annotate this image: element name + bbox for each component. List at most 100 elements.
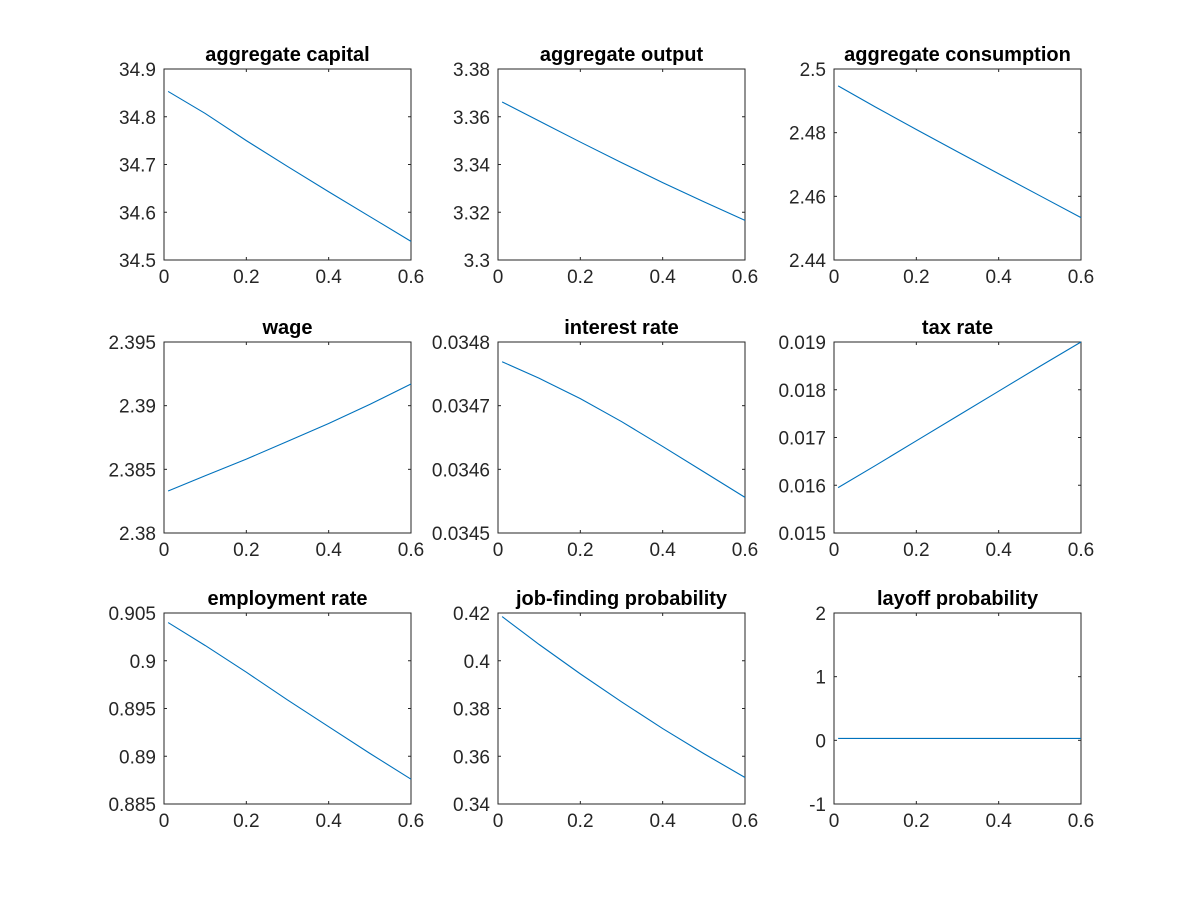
data-line xyxy=(167,383,412,492)
y-tick-label: 0.015 xyxy=(778,524,826,545)
x-tick-label: 0.6 xyxy=(732,267,758,288)
y-tick-label: 34.9 xyxy=(119,60,156,81)
axes-frame xyxy=(833,612,1082,805)
y-tick-label: 0 xyxy=(815,731,826,752)
y-tick-label: 3.38 xyxy=(453,60,490,81)
subplot-5: interest rate 0 0.2 0.4 0.6 0.0345 0.0346 0.034… xyxy=(432,317,758,561)
y-tick-label: 2.5 xyxy=(800,60,826,81)
subplot-8: job-finding probability 0 0.2 0.4 0.6 0.34 0.3… xyxy=(453,588,758,832)
panel-title: layoff probability xyxy=(877,588,1039,610)
y-tick-label: 0.0347 xyxy=(432,397,490,418)
y-tick-label: 34.8 xyxy=(119,108,156,129)
x-tick-label: 0.4 xyxy=(649,540,676,561)
data-line xyxy=(837,85,1082,219)
x-tick-label: 0.4 xyxy=(315,540,342,561)
data-line xyxy=(501,101,746,221)
axes-frame xyxy=(163,68,412,261)
x-tick-label: 0.6 xyxy=(1068,540,1094,561)
y-tick-label: 0.018 xyxy=(778,381,826,402)
y-tick-label: 0.9 xyxy=(130,652,156,673)
y-tick-label: 0.885 xyxy=(108,795,156,816)
panel-title: aggregate capital xyxy=(205,44,370,66)
y-tick-label: 0.0348 xyxy=(432,333,490,354)
axes-frame xyxy=(497,68,746,261)
x-tick-label: 0.6 xyxy=(398,540,424,561)
y-tick-label: 3.32 xyxy=(453,203,490,224)
x-tick-label: 0.6 xyxy=(398,811,424,832)
axes-frame xyxy=(497,341,746,534)
x-tick-label: 0.2 xyxy=(233,540,259,561)
subplot-7: employment rate 0 0.2 0.4 0.6 0.885 0.89 0.895 0… xyxy=(108,588,424,832)
y-tick-label: 34.6 xyxy=(119,203,156,224)
y-tick-label: 34.7 xyxy=(119,156,156,177)
x-tick-label: 0 xyxy=(159,811,170,832)
x-tick-label: 0.2 xyxy=(233,811,259,832)
x-tick-label: 0.2 xyxy=(903,811,929,832)
y-tick-label: 0.0346 xyxy=(432,460,490,481)
panel-title: wage xyxy=(261,317,312,339)
x-tick-label: 0.6 xyxy=(1068,267,1094,288)
axes-frame xyxy=(833,341,1082,534)
x-tick-label: 0.2 xyxy=(903,267,929,288)
axes-frame xyxy=(833,68,1082,261)
y-tick-label: 0.34 xyxy=(453,795,490,816)
x-tick-label: 0.6 xyxy=(732,811,758,832)
y-tick-label: 1 xyxy=(815,668,826,689)
y-tick-label: 0.89 xyxy=(119,747,156,768)
x-tick-label: 0.6 xyxy=(732,540,758,561)
y-tick-label: 0.36 xyxy=(453,747,490,768)
panel-title: aggregate consumption xyxy=(844,44,1071,66)
y-tick-label: -1 xyxy=(809,795,826,816)
x-tick-label: 0.4 xyxy=(985,811,1012,832)
x-tick-label: 0.2 xyxy=(567,267,593,288)
axes-frame xyxy=(163,341,412,534)
y-tick-label: 2.38 xyxy=(119,524,156,545)
panel-title: tax rate xyxy=(922,317,993,339)
panel-title: aggregate output xyxy=(540,44,704,66)
x-tick-label: 0.2 xyxy=(903,540,929,561)
y-tick-label: 3.3 xyxy=(464,251,490,272)
x-tick-label: 0.4 xyxy=(649,811,676,832)
axes-frame xyxy=(163,612,412,805)
y-tick-label: 2.39 xyxy=(119,397,156,418)
panel-title: employment rate xyxy=(207,588,367,610)
x-tick-label: 0.2 xyxy=(567,540,593,561)
data-line xyxy=(837,341,1082,489)
subplot-1: aggregate capital 0 0.2 0.4 0.6 34.5 34.6 34.7 3… xyxy=(119,44,424,288)
x-tick-label: 0.4 xyxy=(985,540,1012,561)
y-tick-label: 0.019 xyxy=(778,333,826,354)
y-tick-label: 2 xyxy=(815,604,826,625)
y-tick-label: 2.44 xyxy=(789,251,826,272)
y-tick-label: 0.895 xyxy=(108,700,156,721)
x-tick-label: 0 xyxy=(493,540,504,561)
x-tick-label: 0.6 xyxy=(1068,811,1094,832)
y-tick-label: 3.34 xyxy=(453,156,490,177)
x-tick-label: 0.6 xyxy=(398,267,424,288)
y-tick-label: 0.0345 xyxy=(432,524,490,545)
subplot-3: aggregate consumption 0 0.2 0.4 0.6 2.44 2.46 2… xyxy=(789,44,1094,288)
y-tick-label: 2.46 xyxy=(789,187,826,208)
subplot-6: tax rate 0 0.2 0.4 0.6 0.015 0.016 0.017 0.018 0.… xyxy=(778,317,1094,561)
y-tick-label: 0.016 xyxy=(778,476,826,497)
data-line xyxy=(501,361,746,498)
x-tick-label: 0.4 xyxy=(315,267,342,288)
data-line xyxy=(167,90,412,242)
y-tick-label: 0.905 xyxy=(108,604,156,625)
y-tick-label: 0.42 xyxy=(453,604,490,625)
y-tick-label: 0.38 xyxy=(453,700,490,721)
x-tick-label: 0 xyxy=(829,811,840,832)
x-tick-label: 0 xyxy=(159,540,170,561)
subplot-2: aggregate output 0 0.2 0.4 0.6 3.3 3.32 3.34 3.3… xyxy=(453,44,758,288)
x-tick-label: 0 xyxy=(829,267,840,288)
x-tick-label: 0.4 xyxy=(315,811,342,832)
y-tick-label: 2.395 xyxy=(108,333,156,354)
data-line xyxy=(501,616,746,778)
x-tick-label: 0.2 xyxy=(567,811,593,832)
y-tick-label: 2.48 xyxy=(789,124,826,145)
x-tick-label: 0.4 xyxy=(985,267,1012,288)
x-tick-label: 0 xyxy=(829,540,840,561)
x-tick-label: 0.4 xyxy=(649,267,676,288)
panel-title: interest rate xyxy=(564,317,679,339)
x-tick-label: 0.2 xyxy=(233,267,259,288)
